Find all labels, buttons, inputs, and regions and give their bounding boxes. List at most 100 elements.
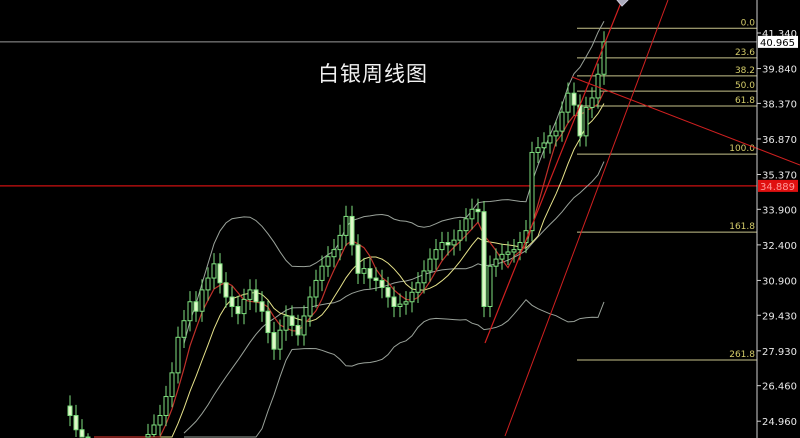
- candle-body: [457, 230, 463, 241]
- candle-body: [241, 298, 247, 315]
- candle-body: [79, 429, 85, 438]
- axis-tick-label: 26.460: [762, 382, 797, 393]
- candle-body: [283, 315, 289, 331]
- candle-body: [265, 310, 271, 334]
- candle-body: [319, 265, 325, 281]
- candle-body: [331, 249, 337, 258]
- candle-body: [397, 303, 403, 307]
- diamond-marker: [616, 0, 629, 7]
- candle-body: [235, 305, 241, 315]
- candle-body: [571, 92, 577, 106]
- axis-tick-label: 39.840: [762, 65, 797, 76]
- candle-body: [253, 289, 259, 303]
- candle-body: [307, 296, 313, 317]
- trendline-steep: [484, 0, 623, 344]
- current-price-tag: [758, 35, 798, 48]
- candle-body: [433, 249, 439, 260]
- axis-tick-label: 33.900: [762, 205, 797, 216]
- candle-body: [289, 315, 295, 326]
- candle-body: [475, 208, 481, 213]
- trendline-support: [504, 0, 669, 437]
- candle-body: [547, 135, 553, 144]
- support-price-tag: [758, 179, 798, 192]
- candle-body: [223, 282, 229, 298]
- fib-label: 50.0: [735, 81, 755, 91]
- candle-body: [229, 296, 235, 307]
- bollinger-middle: [183, 161, 605, 434]
- candle-body: [193, 301, 199, 312]
- candle-body: [427, 258, 433, 272]
- candle-body: [481, 211, 487, 307]
- axis-tick-label: 36.870: [762, 135, 797, 146]
- candle-body: [535, 147, 541, 153]
- candle-body: [439, 242, 445, 251]
- fib-label: 38.2: [735, 66, 755, 76]
- candle-body: [421, 270, 427, 284]
- candle-body: [493, 258, 499, 267]
- candle-body: [379, 279, 385, 289]
- support-price-label: 34.889: [760, 182, 795, 193]
- candle-body: [337, 234, 343, 251]
- axis-tick-label: 32.400: [762, 241, 797, 252]
- chart-title: 白银周线图: [318, 62, 428, 86]
- candle-body: [151, 424, 157, 435]
- candle-body: [541, 142, 547, 149]
- candle-body: [73, 415, 79, 431]
- candle-body: [205, 277, 211, 291]
- axis-tick-label: 35.370: [762, 170, 797, 181]
- axis-tick-label: 27.930: [762, 347, 797, 358]
- candle-body: [271, 332, 277, 350]
- candle-body: [565, 92, 571, 113]
- candle-body: [217, 263, 223, 284]
- candle-body: [403, 301, 409, 305]
- candle-body: [259, 301, 265, 312]
- candle-body: [247, 289, 253, 300]
- candle-body: [163, 396, 169, 417]
- axis-tick-label: 29.430: [762, 311, 797, 322]
- candle-body: [343, 215, 349, 236]
- fib-label: 261.8: [729, 350, 755, 360]
- candle-body: [385, 287, 391, 298]
- candle-body: [469, 208, 475, 220]
- fib-label: 100.0: [729, 144, 755, 154]
- axis-tick-label: 41.340: [762, 29, 797, 40]
- current-price-label: 40.965: [760, 38, 795, 49]
- candle-body: [529, 151, 535, 232]
- axis-tick-label: 24.960: [762, 417, 797, 428]
- candle-body: [583, 106, 589, 137]
- candle-body: [325, 256, 331, 267]
- candle-body: [589, 97, 595, 108]
- candle-body: [463, 218, 469, 232]
- candle-body: [145, 433, 151, 438]
- candle-body: [199, 289, 205, 312]
- axis-tick-label: 38.370: [762, 99, 797, 110]
- ma-fast-line: [94, 91, 605, 438]
- candle-body: [175, 336, 181, 374]
- trendline-descending: [571, 76, 800, 166]
- candle-body: [559, 111, 565, 132]
- candle-body: [169, 372, 175, 398]
- candle-body: [67, 405, 73, 417]
- candle-body: [511, 249, 517, 253]
- candle-body: [301, 315, 307, 336]
- candle-body: [349, 215, 355, 246]
- candle-body: [517, 242, 523, 251]
- axis-tick-label: 30.900: [762, 276, 797, 287]
- candle-body: [313, 279, 319, 298]
- candle-body: [409, 291, 415, 303]
- candle-body: [391, 296, 397, 307]
- candle-body: [505, 251, 511, 255]
- candle-body: [211, 263, 217, 279]
- bollinger-lower: [184, 298, 605, 438]
- candle-body: [451, 239, 457, 246]
- candle-body: [373, 277, 379, 281]
- candle-body: [295, 324, 301, 336]
- candle-body: [499, 253, 505, 260]
- candle-body: [367, 268, 373, 279]
- candle-body: [181, 320, 187, 338]
- candle-body: [601, 41, 607, 75]
- candle-body: [553, 130, 559, 137]
- fib-label: 161.8: [729, 222, 755, 232]
- plot-group: 0.0 23.6 38.2 50.0 61.8 100.0 161.8 261.8: [0, 0, 757, 438]
